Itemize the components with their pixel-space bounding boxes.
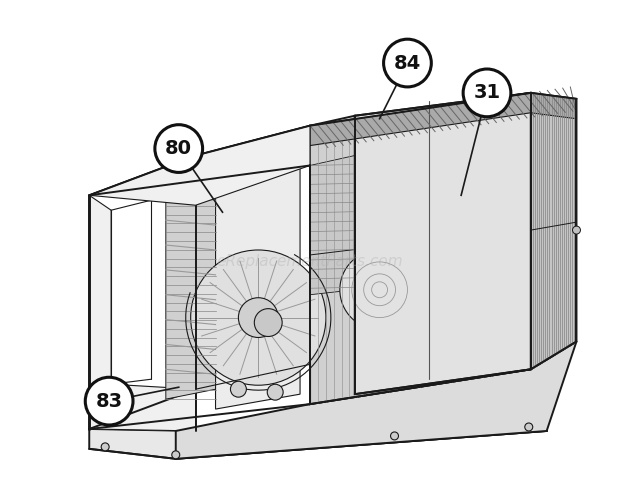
Text: 31: 31 <box>474 83 500 102</box>
Circle shape <box>86 377 133 425</box>
Circle shape <box>340 250 419 329</box>
Polygon shape <box>310 93 531 404</box>
Circle shape <box>572 226 580 234</box>
Circle shape <box>463 69 511 117</box>
Circle shape <box>155 124 203 172</box>
Circle shape <box>231 381 246 397</box>
Polygon shape <box>355 93 531 394</box>
Text: 80: 80 <box>166 139 192 158</box>
Circle shape <box>391 432 399 440</box>
Circle shape <box>267 384 283 400</box>
Polygon shape <box>310 93 577 146</box>
Polygon shape <box>89 125 310 205</box>
Circle shape <box>254 309 282 336</box>
Circle shape <box>239 298 278 337</box>
Polygon shape <box>531 93 577 370</box>
Text: eReplacementParts.com: eReplacementParts.com <box>216 254 404 269</box>
Polygon shape <box>310 116 355 404</box>
Text: 84: 84 <box>394 53 421 73</box>
Polygon shape <box>216 168 300 409</box>
Circle shape <box>191 250 326 385</box>
Text: 83: 83 <box>95 392 123 411</box>
Polygon shape <box>175 341 577 459</box>
Circle shape <box>101 443 109 451</box>
Polygon shape <box>310 156 355 295</box>
Polygon shape <box>166 178 216 399</box>
Circle shape <box>399 310 439 349</box>
Polygon shape <box>89 125 310 195</box>
Circle shape <box>525 423 533 431</box>
Circle shape <box>384 39 432 87</box>
Polygon shape <box>89 195 196 431</box>
Polygon shape <box>89 411 547 459</box>
Circle shape <box>172 451 180 459</box>
